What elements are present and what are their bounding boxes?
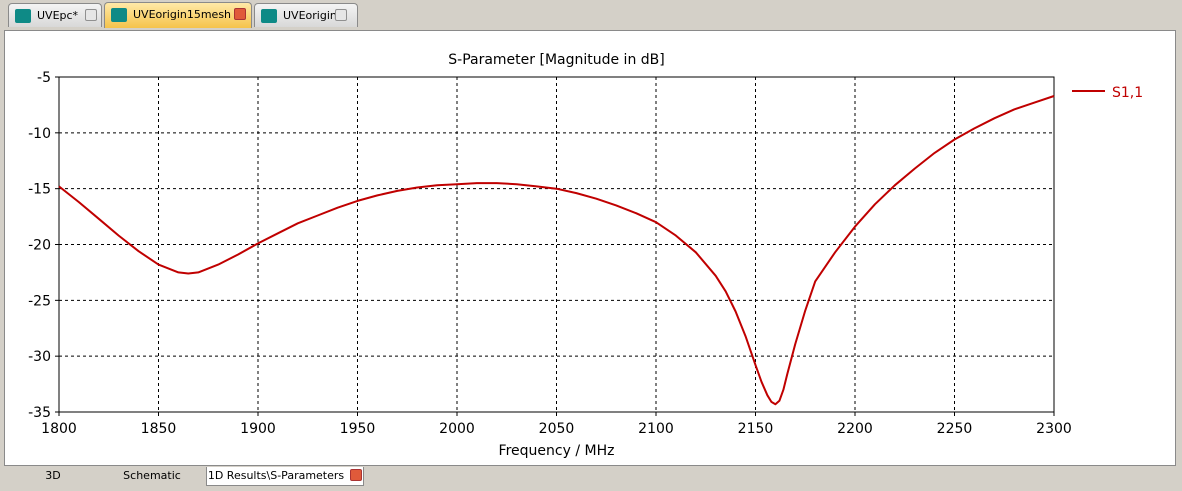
s-parameter-chart: 1800 1850 1900 1950 2000 2050 2100 2150 2200 2250… xyxy=(28,52,1143,459)
x-tick-label: 2300 xyxy=(1036,421,1072,437)
close-icon[interactable] xyxy=(234,8,246,20)
waveform-icon xyxy=(111,8,127,22)
close-icon[interactable] xyxy=(350,469,363,481)
tab-label: 1D Results\S-Parameters xyxy=(207,469,345,482)
view-tab-bar: 3D Schematic 1D Results\S-Parameters xyxy=(0,467,1182,491)
tab-schematic[interactable]: Schematic xyxy=(102,467,202,486)
tab-uvepc[interactable]: UVEpc* xyxy=(8,3,102,27)
tab-label: 3D xyxy=(45,469,61,482)
x-tick-label: 2250 xyxy=(937,421,973,437)
y-tick-label: -10 xyxy=(28,126,51,142)
x-tick-label: 2200 xyxy=(837,421,873,437)
chart-title: S-Parameter [Magnitude in dB] xyxy=(448,52,664,68)
tab-label: UVEorigin15mesh xyxy=(133,8,232,21)
y-tick-label: -25 xyxy=(28,293,51,309)
x-tick-label: 1950 xyxy=(340,421,376,437)
tab-1d-results[interactable]: 1D Results\S-Parameters xyxy=(206,467,364,486)
plot-panel: 1800 1850 1900 1950 2000 2050 2100 2150 2200 2250… xyxy=(4,30,1176,466)
legend-label-0: S1,1 xyxy=(1112,85,1143,101)
document-tab-bar: UVEpc* UVEorigin15mesh UVEorigin xyxy=(0,0,1182,28)
y-tick-label: -30 xyxy=(28,349,51,365)
y-tick-label: -20 xyxy=(28,238,51,254)
close-icon[interactable] xyxy=(335,9,347,21)
x-tick-label: 1900 xyxy=(240,421,276,437)
close-icon[interactable] xyxy=(85,9,97,21)
y-tick-label: -15 xyxy=(28,182,51,198)
x-tick-label: 2000 xyxy=(439,421,475,437)
waveform-icon xyxy=(261,9,277,23)
x-axis-label: Frequency / MHz xyxy=(499,443,615,459)
x-tick-label: 1800 xyxy=(41,421,77,437)
x-tick-label: 1850 xyxy=(141,421,177,437)
waveform-icon xyxy=(15,9,31,23)
tab-3d[interactable]: 3D xyxy=(10,467,96,486)
x-tick-label: 2100 xyxy=(638,421,674,437)
tab-label: Schematic xyxy=(123,469,181,482)
tab-uveorigin15mesh[interactable]: UVEorigin15mesh xyxy=(104,2,252,28)
y-tick-label: -35 xyxy=(28,405,51,421)
y-tick-label: -5 xyxy=(37,70,51,86)
tab-uveorigin[interactable]: UVEorigin xyxy=(254,3,358,27)
x-tick-label: 2050 xyxy=(539,421,575,437)
tab-label: UVEpc* xyxy=(37,9,79,22)
x-tick-label: 2150 xyxy=(738,421,774,437)
series-line-0 xyxy=(58,95,1055,406)
tab-label: UVEorigin xyxy=(283,9,337,22)
